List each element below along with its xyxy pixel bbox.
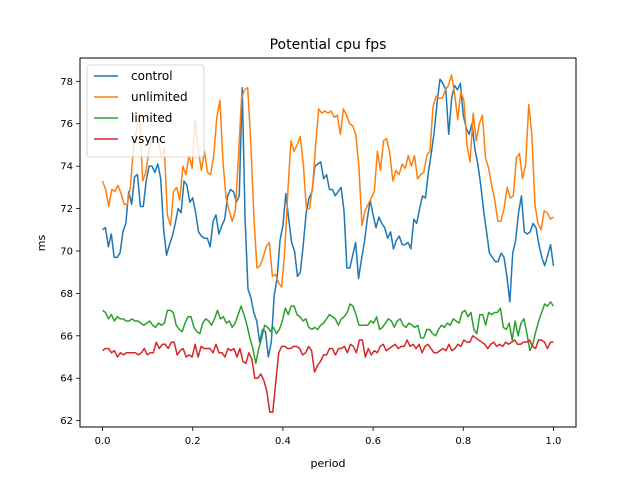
y-tick-label: 68	[60, 289, 73, 300]
series-layer	[101, 74, 555, 413]
x-axis-label: period	[310, 457, 345, 470]
x-axis: 0.0 0.2 0.4 0.6 0.8 1.0	[95, 427, 562, 447]
legend-label-unlimited: unlimited	[131, 90, 188, 104]
legend-label-vsync: vsync	[131, 132, 166, 146]
y-tick-label: 78	[60, 77, 73, 88]
x-tick-label: 0.8	[455, 436, 471, 447]
y-tick-label: 76	[60, 119, 73, 130]
series-line-unlimited	[101, 74, 554, 288]
x-tick-label: 1.0	[546, 436, 562, 447]
y-tick-label: 70	[60, 246, 73, 257]
x-tick-label: 0.6	[365, 436, 381, 447]
y-axis: 62 64 66 68 70 72 74 76 78	[60, 77, 80, 427]
legend-label-limited: limited	[131, 111, 172, 125]
legend-label-control: control	[131, 69, 173, 83]
y-axis-label: ms	[35, 235, 48, 252]
x-tick-label: 0.0	[95, 436, 111, 447]
y-tick-label: 62	[60, 416, 73, 427]
y-tick-label: 74	[60, 162, 73, 173]
series-line-limited	[102, 301, 555, 365]
series-line-control	[102, 78, 555, 358]
series-line-vsync	[102, 335, 554, 413]
chart-title: Potential cpu fps	[270, 37, 387, 53]
y-tick-label: 72	[60, 204, 73, 215]
x-tick-label: 0.2	[185, 436, 201, 447]
y-tick-label: 66	[60, 331, 73, 342]
plot-frame	[79, 57, 577, 428]
legend: control unlimited limited vsync	[86, 64, 205, 158]
legend-box	[86, 64, 205, 158]
y-tick-label: 64	[60, 374, 73, 385]
x-tick-label: 0.4	[275, 436, 291, 447]
